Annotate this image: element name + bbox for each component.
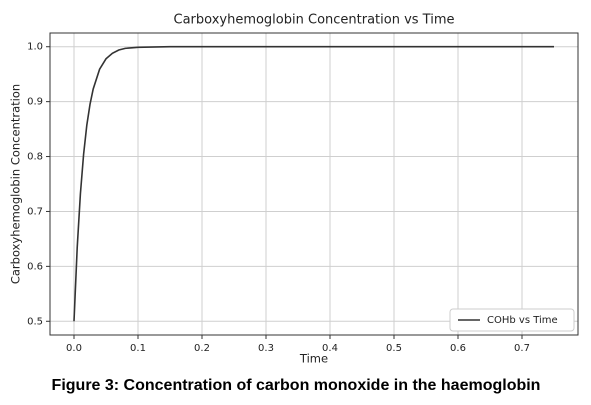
x-tick-label: 0.3 (258, 343, 274, 354)
y-tick-label: 0.6 (27, 261, 43, 272)
x-tick-label: 0.1 (130, 343, 146, 354)
figure-caption: Figure 3: Concentration of carbon monoxi… (52, 377, 541, 394)
x-tick-label: 0.2 (194, 343, 210, 354)
plot-frame (49, 32, 579, 336)
y-axis-label: Carboxyhemoglobin Concentration (9, 84, 23, 284)
x-tick-label: 0.4 (322, 343, 338, 354)
chart-title: Carboxyhemoglobin Concentration vs Time (174, 13, 455, 28)
y-tick-label: 0.7 (27, 206, 43, 217)
x-tick-label: 0.5 (386, 343, 402, 354)
x-tick-label: 0.7 (514, 343, 530, 354)
x-tick-label: 0.6 (450, 343, 466, 354)
y-tick-label: 1.0 (27, 42, 43, 53)
legend-label: COHb vs Time (487, 315, 558, 326)
x-axis-label: Time (299, 352, 328, 366)
y-tick-label: 0.8 (27, 152, 43, 163)
data-line (73, 45, 554, 322)
y-tick-label: 0.5 (27, 316, 43, 327)
x-tick-label: 0.0 (66, 343, 82, 354)
legend: COHb vs Time (449, 308, 575, 332)
legend-box (449, 308, 575, 332)
y-tick-label: 0.9 (27, 97, 43, 108)
